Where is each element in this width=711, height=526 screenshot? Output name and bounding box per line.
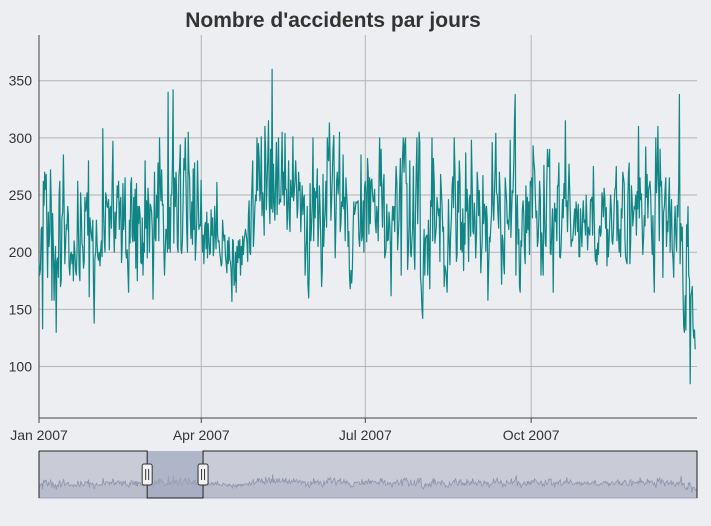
y-tick-label: 150 xyxy=(9,301,33,317)
series-line-accidents xyxy=(38,68,696,385)
x-tick-label: Jul 2007 xyxy=(339,427,392,443)
y-tick-label: 250 xyxy=(9,187,33,203)
y-tick-label: 300 xyxy=(9,130,33,146)
x-tick-label: Jan 2007 xyxy=(10,427,68,443)
chart-title: Nombre d'accidents par jours xyxy=(185,9,481,32)
handle-body[interactable] xyxy=(141,463,153,486)
x-tick-label: Oct 2007 xyxy=(503,427,560,443)
navigator-outline xyxy=(39,450,698,499)
handle-body[interactable] xyxy=(197,463,209,486)
y-tick-label: 200 xyxy=(9,244,33,260)
y-tick-label: 350 xyxy=(9,73,33,89)
x-tick-label: Apr 2007 xyxy=(173,427,230,443)
navigator-right-handle[interactable] xyxy=(197,463,209,486)
navigator-selection[interactable] xyxy=(147,451,204,498)
y-tick-label: 100 xyxy=(9,359,33,375)
navigator-left-handle[interactable] xyxy=(141,463,153,486)
